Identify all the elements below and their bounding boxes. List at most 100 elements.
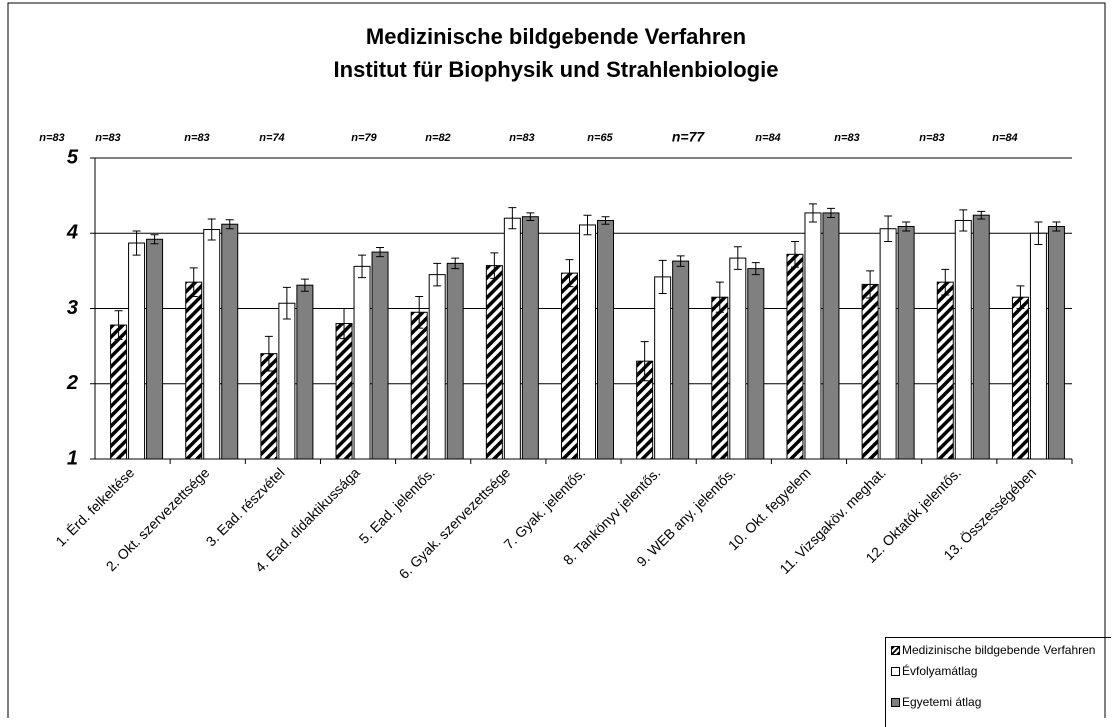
legend-label: Évfolyamátlag — [902, 664, 978, 678]
n-label: n=84 — [992, 132, 1017, 144]
n-label: n=83 — [184, 132, 209, 144]
error-bar — [358, 254, 367, 279]
error-bar — [150, 234, 159, 245]
bar — [654, 276, 672, 460]
bar — [972, 214, 990, 460]
bar — [185, 281, 203, 460]
bar — [428, 274, 446, 460]
error-bar — [1052, 221, 1061, 232]
bar — [296, 284, 314, 460]
error-bar — [751, 262, 760, 276]
error-bar — [340, 308, 349, 340]
n-label: n=83 — [95, 132, 120, 144]
error-bar — [207, 218, 216, 241]
chart-title: Medizinische bildgebende Verfahren — [366, 24, 746, 49]
bar — [1011, 296, 1029, 460]
x-tick-label: 1. Érd. felkeltése — [52, 464, 137, 549]
n-label: n=79 — [351, 132, 377, 144]
error-bar — [640, 341, 649, 382]
legend-label: Medizinische bildgebende Verfahren — [902, 643, 1096, 657]
n-label: n=83 — [509, 132, 534, 144]
error-bar — [1034, 221, 1043, 246]
error-bar — [189, 267, 198, 297]
legend: Medizinische bildgebende Verfahren Évfoly… — [885, 637, 1111, 727]
bar — [1029, 232, 1047, 460]
y-tick-label: 1 — [67, 447, 78, 469]
bar — [822, 212, 840, 460]
bar — [485, 265, 503, 460]
bar — [335, 323, 353, 460]
error-bar — [977, 210, 986, 220]
bar — [203, 228, 221, 460]
error-bar — [790, 241, 799, 268]
x-tick-label: 5. Ead. jelentős. — [356, 464, 438, 546]
n-label: n=77 — [672, 129, 706, 145]
chart-title: Institut für Biophysik und Strahlenbiolo… — [334, 57, 779, 82]
error-bar — [826, 207, 835, 218]
bar — [128, 242, 146, 460]
error-bar — [902, 221, 911, 232]
error-bar — [1016, 285, 1025, 309]
error-bar — [601, 216, 610, 225]
error-bar — [264, 335, 273, 372]
bar — [221, 223, 239, 460]
bar — [278, 302, 296, 460]
error-bar — [941, 268, 950, 296]
legend-label: Egyetemi átlag — [902, 695, 982, 709]
n-label: n=84 — [755, 132, 780, 144]
bar — [371, 251, 389, 460]
bar — [503, 217, 521, 460]
legend-swatch — [891, 646, 900, 655]
legend-swatch — [891, 698, 900, 707]
error-bar — [415, 295, 424, 329]
bar — [672, 260, 690, 460]
error-bar — [808, 203, 817, 223]
y-tick-label: 3 — [67, 297, 78, 319]
legend-swatch — [891, 667, 900, 676]
bar — [804, 212, 822, 460]
legend-item: Évfolyamátlag — [891, 665, 1106, 677]
n-label: n=83 — [919, 132, 944, 144]
error-bar — [451, 257, 460, 270]
n-label: n=83 — [834, 132, 859, 144]
bar — [353, 265, 371, 460]
error-bar — [526, 212, 535, 221]
x-tick-label: 3. Ead. részvétel — [203, 464, 288, 549]
bar — [597, 219, 614, 460]
error-bar — [959, 209, 968, 232]
bar — [897, 225, 915, 460]
error-bar — [884, 215, 893, 243]
bar — [410, 311, 428, 460]
error-bar — [433, 262, 442, 287]
y-tick-label: 2 — [66, 372, 78, 394]
bar — [747, 268, 765, 460]
n-label: n=83 — [39, 132, 64, 144]
error-bar — [490, 252, 499, 279]
error-bar — [866, 270, 875, 299]
n-label: n=74 — [259, 132, 284, 144]
legend-item: Egyetemi átlag — [891, 696, 1106, 708]
y-tick-label: 5 — [67, 146, 79, 168]
error-bar — [114, 310, 123, 340]
error-bar — [715, 281, 724, 313]
bar — [561, 272, 578, 460]
error-bar — [376, 247, 385, 258]
error-bar — [676, 255, 685, 267]
chart-frame — [7, 2, 1106, 718]
bar — [110, 324, 128, 460]
error-bar — [658, 259, 667, 294]
error-bar — [132, 230, 141, 256]
bar — [954, 219, 972, 460]
x-tick-label: 10. Okt. fegyelem — [725, 464, 814, 553]
n-label: n=82 — [425, 132, 450, 144]
bar — [786, 253, 804, 460]
bar — [1047, 225, 1065, 460]
error-bar — [583, 214, 592, 236]
bar — [879, 228, 897, 460]
y-tick-label: 4 — [66, 222, 78, 244]
n-label: n=65 — [587, 132, 613, 144]
bar — [861, 283, 879, 460]
error-bar — [508, 207, 517, 230]
